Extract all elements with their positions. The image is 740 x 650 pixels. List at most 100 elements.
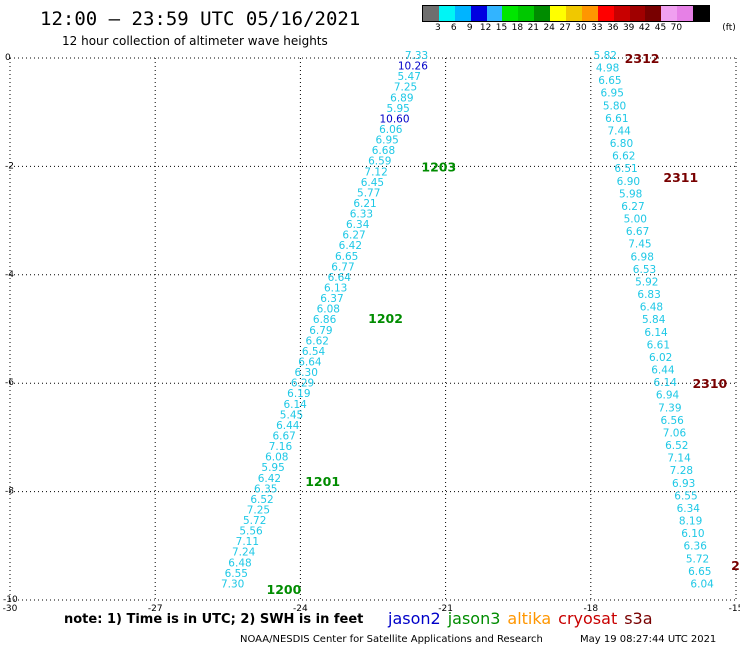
legend-item-s3a: s3a (624, 609, 653, 628)
wave-height-value: 6.04 (690, 578, 714, 590)
wave-height-value: 6.37 (320, 293, 343, 305)
wave-height-value: 6.52 (665, 440, 688, 452)
color-scale-label: 30 (575, 23, 587, 33)
wave-height-value: 6.14 (644, 327, 668, 339)
wave-height-value: 6.27 (621, 201, 644, 213)
track-time-label: 1202 (368, 311, 403, 326)
color-swatch (613, 6, 630, 21)
wave-height-value: 5.80 (603, 100, 626, 112)
color-scale-label: 6 (450, 23, 457, 33)
color-scale-label: 3 (435, 23, 441, 33)
lat-tick-label: -10 (3, 595, 18, 605)
footer-timestamp: May 19 08:27:44 UTC 2021 (580, 634, 717, 645)
wave-height-value: 6.34 (346, 219, 370, 231)
wave-height-value: 6.42 (339, 240, 362, 252)
color-scale-label: 9 (466, 23, 473, 33)
wave-height-value: 6.56 (660, 415, 684, 427)
lat-tick-label: -6 (5, 378, 14, 388)
lat-tick-label: -8 (5, 487, 14, 497)
color-scale-label: 42 (638, 23, 651, 33)
wave-height-value: 8.19 (679, 516, 702, 528)
color-scale-label: 27 (559, 23, 571, 33)
wave-height-value: 6.93 (672, 478, 695, 490)
lon-tick-label: -24 (293, 604, 308, 614)
color-scale-label: 24 (543, 23, 555, 33)
wave-height-value: 6.95 (375, 135, 398, 147)
track-time-label: 2311 (663, 170, 698, 185)
legend-item-jason2: jason2 (388, 609, 441, 628)
wave-height-value: 6.79 (309, 325, 332, 337)
color-swatch (470, 6, 487, 21)
wave-height-value: 6.06 (379, 124, 403, 136)
track-time-label: 1200 (267, 582, 302, 597)
wave-height-value: 10.26 (398, 61, 428, 73)
color-swatch (486, 6, 503, 21)
wave-height-value: 5.82 (594, 50, 617, 62)
wave-height-value: 6.27 (342, 230, 365, 242)
wave-height-value: 5.77 (357, 187, 380, 199)
color-scale-label: 39 (622, 23, 635, 33)
color-swatch (645, 6, 662, 21)
wave-height-value: 7.44 (607, 125, 631, 137)
wave-height-value: 6.29 (291, 378, 314, 390)
wave-height-value: 5.00 (624, 214, 647, 226)
wave-height-value: 5.72 (243, 515, 266, 527)
color-scale-label: 18 (511, 23, 524, 33)
wave-height-value: 7.24 (232, 547, 256, 559)
wave-height-value: 6.54 (302, 346, 326, 358)
wave-height-value: 7.11 (236, 536, 259, 548)
color-swatch (518, 6, 535, 21)
wave-height-value: 5.92 (635, 276, 658, 288)
wave-height-value: 7.33 (405, 50, 428, 62)
color-swatch (693, 6, 710, 21)
wave-height-value: 6.48 (228, 557, 251, 569)
track-time-label: 1203 (421, 159, 456, 174)
wave-height-value: 6.80 (610, 138, 633, 150)
color-swatch (438, 6, 455, 21)
footer-credit: NOAA/NESDIS Center for Satellite Applica… (240, 634, 543, 645)
track-time-label: 23 (731, 558, 740, 573)
wave-height-value: 7.16 (269, 441, 293, 453)
wave-height-value: 6.34 (677, 503, 701, 515)
wave-height-value: 6.67 (272, 430, 295, 442)
wave-height-value: 6.62 (306, 335, 329, 347)
wave-height-value: 7.30 (221, 578, 244, 590)
lon-tick-label: -15 (729, 604, 740, 614)
wave-height-value: 6.52 (250, 494, 273, 506)
wave-height-value: 5.95 (261, 462, 284, 474)
wave-height-value: 6.68 (372, 145, 395, 157)
wave-height-value: 7.25 (247, 504, 270, 516)
wave-height-value: 7.45 (628, 239, 651, 251)
wave-height-value: 6.14 (654, 377, 678, 389)
color-swatch (454, 6, 471, 21)
wave-height-value: 6.10 (681, 528, 704, 540)
wave-height-value: 10.60 (379, 113, 409, 125)
wave-height-value: 6.64 (298, 357, 322, 369)
wave-height-value: 6.65 (598, 75, 621, 87)
track-time-label: 2312 (625, 51, 660, 66)
wave-height-value: 6.53 (633, 264, 656, 276)
lon-tick-label: -21 (438, 604, 453, 614)
color-swatch (629, 6, 646, 21)
lat-tick-label: 0 (5, 53, 11, 63)
wave-height-value: 6.51 (614, 163, 637, 175)
color-swatch (597, 6, 614, 21)
legend-item-cryosat: cryosat (558, 609, 618, 628)
wave-height-value: 6.13 (324, 283, 347, 295)
wave-height-value: 6.44 (276, 420, 300, 432)
wave-height-value: 6.19 (287, 388, 310, 400)
page-subtitle: 12 hour collection of altimeter wave hei… (62, 34, 328, 48)
wave-height-value: 7.12 (364, 166, 387, 178)
legend-item-altika: altika (507, 609, 552, 628)
wave-height-value: 6.61 (605, 113, 628, 125)
wave-height-value: 7.28 (670, 465, 693, 477)
wave-height-value: 6.59 (368, 156, 391, 168)
wave-height-value: 6.64 (328, 272, 352, 284)
color-scale-swatches (422, 5, 711, 22)
wave-height-value: 5.84 (642, 314, 666, 326)
wave-height-value: 7.06 (663, 427, 687, 439)
note-text: note: 1) Time is in UTC; 2) SWH is in fe… (64, 612, 364, 627)
satellite-legend: jason2 jason3 altika cryosat s3a (388, 609, 660, 628)
wave-height-value: 5.98 (619, 188, 642, 200)
